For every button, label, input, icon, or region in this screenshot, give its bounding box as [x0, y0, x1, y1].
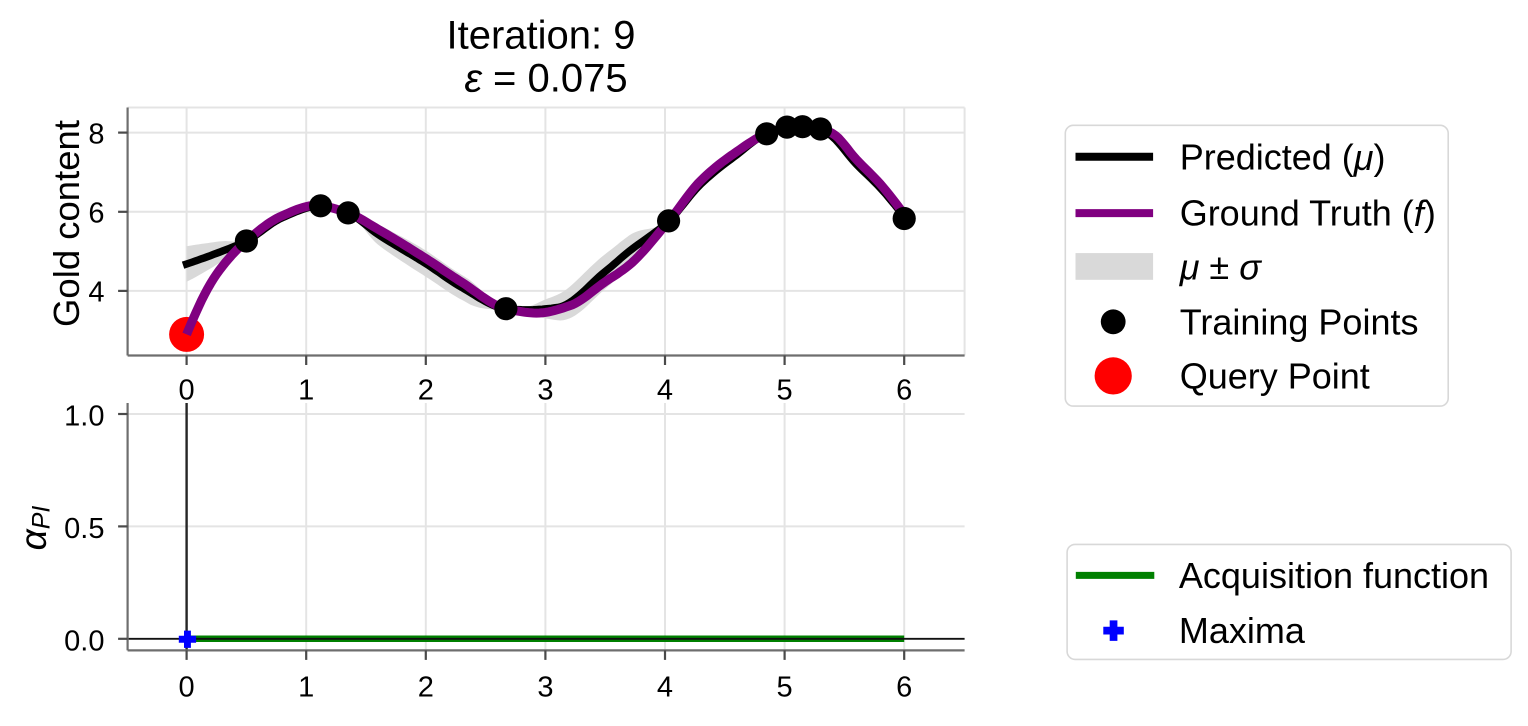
svg-text:4: 4	[88, 277, 104, 309]
svg-text:6: 6	[88, 197, 104, 229]
svg-text:0: 0	[179, 672, 195, 704]
svg-text:Iteration: 9: Iteration: 9	[446, 14, 635, 58]
svg-text:2: 2	[418, 375, 434, 407]
svg-text:2: 2	[418, 672, 434, 704]
svg-text:ε = 0.075: ε = 0.075	[464, 57, 627, 101]
svg-text:4: 4	[657, 375, 673, 407]
svg-text:5: 5	[777, 672, 793, 704]
svg-text:6: 6	[896, 672, 912, 704]
svg-text:Predicted (μ): Predicted (μ)	[1180, 136, 1386, 177]
svg-text:5: 5	[777, 375, 793, 407]
svg-text:Training Points: Training Points	[1180, 301, 1419, 342]
svg-text:Maxima: Maxima	[1179, 610, 1306, 651]
svg-text:μ ± σ: μ ± σ	[1179, 246, 1263, 287]
svg-text:4: 4	[657, 672, 673, 704]
svg-text:0: 0	[179, 375, 195, 407]
svg-text:8: 8	[88, 118, 104, 150]
svg-text:Query Point: Query Point	[1180, 355, 1370, 396]
svg-text:3: 3	[537, 672, 553, 704]
svg-text:Gold content: Gold content	[46, 120, 87, 327]
svg-text:Ground Truth (f): Ground Truth (f)	[1180, 193, 1436, 234]
svg-text:1: 1	[298, 672, 314, 704]
svg-text:Acquisition function: Acquisition function	[1179, 555, 1489, 596]
svg-text:1.0: 1.0	[64, 401, 104, 433]
svg-text:1: 1	[298, 375, 314, 407]
svg-text:0.5: 0.5	[64, 513, 104, 545]
svg-text:6: 6	[896, 375, 912, 407]
svg-text:3: 3	[537, 375, 553, 407]
svg-text:0.0: 0.0	[64, 625, 104, 657]
